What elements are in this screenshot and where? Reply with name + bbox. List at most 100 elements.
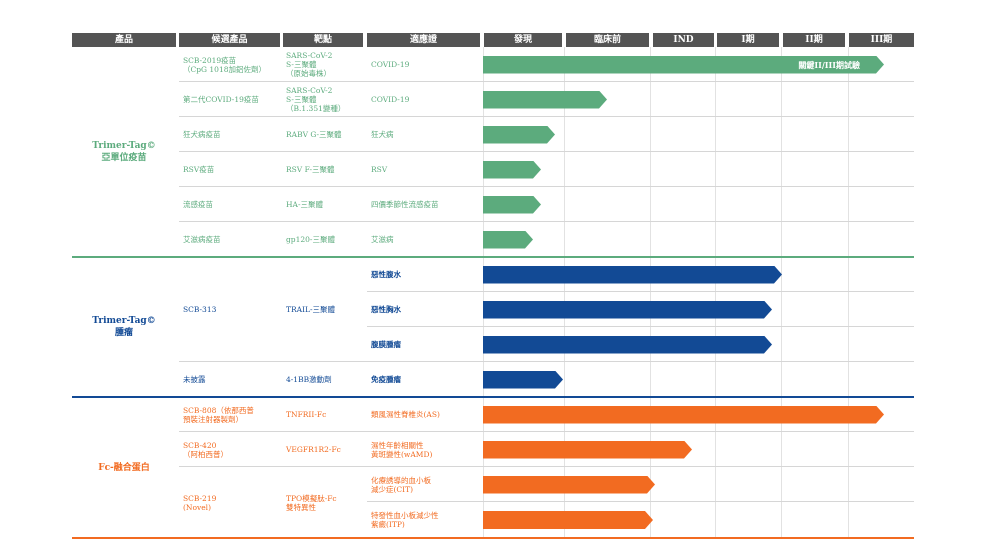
target-name: TRAIL-三聚體 — [286, 305, 335, 314]
text-line: 惡性腹水 — [371, 270, 401, 279]
text-line: S-三聚體 — [286, 95, 317, 104]
text-line: Trimer-Tag© — [92, 316, 156, 326]
text-line: 特發性血小板減少性 — [371, 511, 439, 520]
category-label: Trimer-Tag© 腫瘤 — [72, 315, 176, 339]
text-line: 狂犬病疫苗 — [183, 130, 221, 139]
text-line: 減少症(CIT) — [371, 484, 414, 494]
target-name: SARS-CoV-2 S-三聚體 （B.1.351變種） — [286, 86, 345, 113]
indication: RSV — [371, 165, 387, 174]
candidate-name: 第二代COVID-19疫苗 — [183, 95, 259, 104]
text-line: 類風濕性脊椎炎(AS) — [371, 410, 440, 419]
indication: 免疫腫瘤 — [371, 375, 401, 384]
text-line: 化療誘導的血小板 — [371, 475, 431, 485]
text-line: 4-1BB激動劑 — [286, 375, 332, 384]
text-line: RSV — [371, 165, 388, 174]
text-line: TNFRII-Fc — [286, 410, 327, 419]
row-divider — [179, 186, 914, 187]
row-divider — [367, 501, 914, 502]
category-label: Trimer-Tag© 亞單位疫苗 — [72, 140, 176, 164]
text-line: (Novel) — [183, 502, 212, 512]
phase-gridline — [781, 47, 782, 538]
text-line: 腫瘤 — [114, 328, 133, 338]
target-name: TPO模擬肽-Fc 雙特異性 — [286, 494, 337, 512]
text-line: SCB-313 — [183, 305, 217, 314]
text-line: 第二代COVID-19疫苗 — [183, 95, 259, 104]
candidate-name: 艾滋病疫苗 — [183, 235, 221, 244]
text-line: 惡性胸水 — [371, 305, 401, 314]
indication: 惡性腹水 — [371, 270, 401, 279]
candidate-name: SCB-2019疫苗 （CpG 1018加鋁佐劑） — [183, 56, 266, 74]
text-line: 狂犬病 — [371, 130, 394, 139]
indication: 濕性年齡相關性 黃斑變性(wAMD) — [371, 441, 432, 459]
text-line: COVID-19 — [371, 60, 410, 69]
target-name: RSV F-三聚體 — [286, 165, 335, 174]
phase-gridline — [564, 47, 565, 538]
row-divider — [179, 221, 914, 222]
text-line: SCB-219 — [183, 493, 217, 503]
row-divider — [179, 361, 914, 362]
text-line: （阿柏西普） — [183, 449, 228, 459]
candidate-name: SCB-420 （阿柏西普） — [183, 441, 228, 459]
section-divider — [72, 537, 914, 539]
text-line: COVID-19 — [371, 95, 410, 104]
text-line: RABV G-三聚體 — [286, 130, 342, 139]
text-line: RSV疫苗 — [183, 165, 215, 174]
target-name: HA-三聚體 — [286, 200, 323, 209]
pipeline-progress-bar — [483, 266, 782, 284]
indication: 類風濕性脊椎炎(AS) — [371, 410, 440, 419]
indication: 四價季節性流感疫苗 — [371, 200, 439, 209]
text-line: 黃斑變性(wAMD) — [371, 449, 433, 459]
phase-gridline — [483, 47, 484, 538]
pipeline-progress-bar — [483, 161, 541, 179]
pipeline-progress-bar — [483, 476, 655, 494]
text-line: （原始毒株） — [286, 69, 331, 78]
target-name: gp120-三聚體 — [286, 235, 335, 244]
row-divider — [367, 326, 914, 327]
candidate-name: 流感疫苗 — [183, 200, 213, 209]
text-line: 免疫腫瘤 — [371, 375, 401, 384]
category-label: Fc-融合蛋白 — [72, 462, 176, 474]
header-product: 產品 — [72, 33, 176, 47]
header-phase-1: I期 — [717, 33, 779, 47]
text-line: （B.1.351變種） — [286, 104, 346, 113]
header-phase-ind: IND — [653, 33, 714, 47]
text-line: 艾滋病疫苗 — [183, 235, 221, 244]
text-line: SCB-420 — [183, 440, 217, 450]
target-name: SARS-CoV-2 S-三聚體 （原始毒株） — [286, 51, 332, 78]
candidate-name: SCB-808（依那西普 預裝注射器製劑） — [183, 406, 254, 424]
pipeline-progress-bar — [483, 231, 533, 249]
pipeline-progress-bar — [483, 91, 607, 109]
text-line: SCB-808（依那西普 — [183, 405, 254, 415]
indication: 化療誘導的血小板 減少症(CIT) — [371, 476, 431, 494]
text-line: 預裝注射器製劑） — [183, 414, 243, 424]
text-line: 雙特異性 — [286, 502, 316, 512]
row-divider — [179, 81, 914, 82]
pipeline-progress-bar — [483, 196, 541, 214]
text-line: TRAIL-三聚體 — [286, 305, 336, 314]
text-line: HA-三聚體 — [286, 200, 323, 209]
candidate-name: SCB-219 (Novel) — [183, 494, 216, 512]
target-name: TNFRII-Fc — [286, 410, 326, 419]
text-line: gp120-三聚體 — [286, 235, 335, 244]
phase-gridline — [848, 47, 849, 538]
pipeline-progress-bar — [483, 511, 653, 529]
indication: 狂犬病 — [371, 130, 394, 139]
row-divider — [179, 151, 914, 152]
indication: 腹膜腫瘤 — [371, 340, 401, 349]
indication: COVID-19 — [371, 60, 409, 69]
candidate-name: 狂犬病疫苗 — [183, 130, 221, 139]
pipeline-progress-bar — [483, 441, 692, 459]
section-divider — [72, 396, 914, 398]
text-line: SARS-CoV-2 — [286, 51, 333, 60]
bar-label: 關鍵II/III期試驗 — [798, 59, 860, 70]
target-name: RABV G-三聚體 — [286, 130, 342, 139]
pipeline-progress-bar — [483, 126, 555, 144]
indication: 特發性血小板減少性 紫癜(ITP) — [371, 511, 439, 529]
text-line: Trimer-Tag© — [92, 141, 156, 151]
text-line: 艾滋病 — [371, 235, 394, 244]
candidate-name: SCB-313 — [183, 305, 216, 314]
phase-gridline — [650, 47, 651, 538]
pipeline-progress-bar — [483, 371, 563, 389]
text-line: 四價季節性流感疫苗 — [371, 200, 439, 209]
text-line: VEGFR1R2-Fc — [286, 445, 341, 454]
